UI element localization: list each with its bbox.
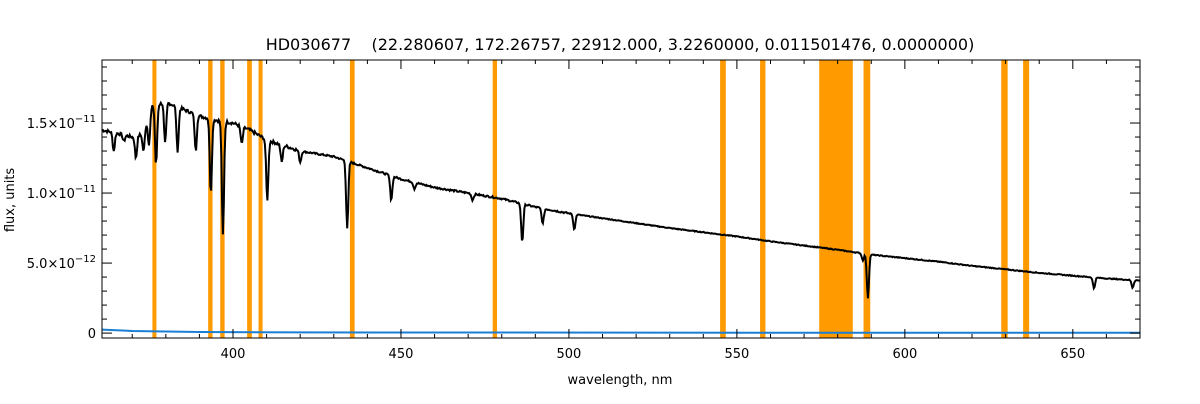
- flux-series: [101, 100, 1141, 334]
- y-tick-label: 0: [88, 327, 96, 342]
- x-tick-label: 550: [724, 347, 749, 362]
- x-tick-label: 500: [557, 347, 582, 362]
- y-tick-label: 5.0×10−12: [27, 254, 96, 272]
- axes: 400 450 500 550 600 650 0 5.0×10−12 1.0×10−11 1.5…: [27, 59, 1141, 362]
- x-tick-label: 650: [1060, 347, 1085, 362]
- masked-band-9: [819, 60, 853, 338]
- masked-band-8: [760, 60, 766, 338]
- x-tick-label: 400: [221, 347, 246, 362]
- x-axis-title: wavelength, nm: [568, 373, 673, 388]
- y-tick-label: 1.0×10−11: [27, 184, 96, 202]
- masked-band-11: [1001, 60, 1008, 338]
- plot-frame: [101, 59, 1141, 339]
- masked-band-7: [720, 60, 726, 338]
- x-tick-label: 600: [892, 347, 917, 362]
- masked-bands: [152, 60, 1030, 338]
- masked-band-12: [1023, 60, 1030, 338]
- masked-band-3: [247, 60, 252, 338]
- flux-line: [101, 100, 1141, 299]
- masked-band-10: [863, 60, 871, 338]
- y-axis-title: flux, units: [3, 168, 18, 233]
- masked-band-4: [258, 60, 263, 338]
- x-tick-label: 450: [389, 347, 414, 362]
- error-line: [101, 328, 1140, 334]
- chart-title: HD030677 (22.280607, 172.26757, 22912.00…: [266, 35, 975, 54]
- y-tick-label: 1.5×10−11: [27, 114, 96, 132]
- masked-band-5: [349, 60, 355, 338]
- masked-band-0: [152, 60, 157, 338]
- masked-band-1: [208, 60, 213, 338]
